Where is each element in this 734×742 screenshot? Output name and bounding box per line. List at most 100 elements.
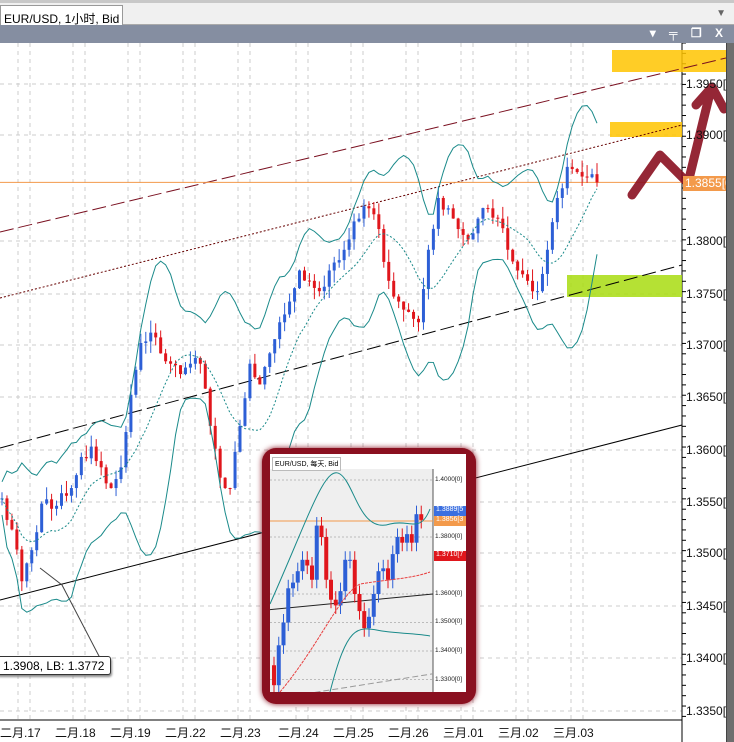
candle-body xyxy=(179,365,182,375)
vertical-scrollbar[interactable] xyxy=(726,43,734,742)
date-tick-label: 二月.17 xyxy=(0,726,41,740)
candle-body xyxy=(446,208,450,210)
candle-body xyxy=(317,287,321,292)
candle-body xyxy=(565,166,569,189)
price-tick-label: 1.3400[0] xyxy=(686,651,734,665)
price-tick-label: 1.3900[0] xyxy=(686,128,734,142)
candle-body xyxy=(64,493,68,496)
candle-body xyxy=(30,550,34,564)
inset-candle-body xyxy=(414,514,419,543)
candle-body xyxy=(387,261,391,281)
inset-candle-body xyxy=(286,588,291,623)
candle-body xyxy=(342,249,346,261)
candle-body xyxy=(288,301,292,315)
candle-body xyxy=(293,288,297,302)
candle-body xyxy=(84,456,88,459)
candle-body xyxy=(74,475,78,489)
candle-body xyxy=(580,172,584,177)
inset-price-badge: 1.3856[3 xyxy=(434,516,466,526)
date-tick-label: 二月.19 xyxy=(110,726,151,740)
candle-body xyxy=(407,309,411,312)
candle-body xyxy=(248,363,252,399)
inset-candle-body xyxy=(300,559,305,572)
candle-body xyxy=(417,318,420,323)
candle-body xyxy=(595,174,599,183)
inset-price-label: 1.3500[0] xyxy=(435,618,463,625)
inset-candle-body xyxy=(291,582,295,589)
chart-tab[interactable]: EUR/USD, 1小时, Bid xyxy=(0,5,124,27)
candle-body xyxy=(575,169,579,173)
channel-upper-line xyxy=(0,57,726,233)
inset-candle-body xyxy=(386,568,390,580)
triangle-down-icon[interactable]: ▼ xyxy=(716,8,726,19)
inset-candle-body xyxy=(357,594,362,612)
inset-chart-plot xyxy=(270,469,434,692)
price-tick-label: 1.3950[0] xyxy=(686,77,734,91)
candle-body xyxy=(436,197,440,229)
candle-body xyxy=(491,208,495,218)
candle-body xyxy=(367,206,371,209)
inset-candle-body xyxy=(338,591,343,606)
candle-body xyxy=(238,425,242,452)
candle-body xyxy=(119,467,123,480)
candle-body xyxy=(10,519,14,530)
candle-body xyxy=(218,448,222,478)
inset-trend-line xyxy=(270,593,434,611)
candle-body xyxy=(15,529,19,550)
candle-body xyxy=(590,174,594,178)
inset-candle-body xyxy=(314,525,319,580)
candle-body xyxy=(188,363,192,368)
candle-body xyxy=(536,291,539,293)
inset-candle-body xyxy=(381,568,386,572)
inset-price-badge: 1.3889[5 xyxy=(434,506,466,516)
inset-price-label: 1.4000[0] xyxy=(435,476,463,483)
candle-body xyxy=(332,262,336,271)
current-price-badge: 1.3855[0] xyxy=(683,176,734,191)
date-tick-label: 三月.03 xyxy=(553,726,594,740)
candle-body xyxy=(531,280,535,292)
candle-body xyxy=(352,221,356,240)
candle-body xyxy=(203,363,207,389)
candle-body xyxy=(550,222,554,250)
candle-body xyxy=(456,218,460,230)
candle-body xyxy=(253,363,257,378)
inset-candle-body xyxy=(281,622,286,646)
inset-candle-body xyxy=(419,514,424,520)
tooltip-connector xyxy=(39,567,101,659)
candle-body xyxy=(362,206,366,219)
candle-body xyxy=(169,361,173,364)
price-tick-label: 1.3750[0] xyxy=(686,287,734,301)
inset-candle-body xyxy=(362,611,367,629)
candle-body xyxy=(134,369,138,395)
date-tick-label: 二月.24 xyxy=(278,726,319,740)
price-tick-label: 1.3800[0] xyxy=(686,234,734,248)
yellow-highlight xyxy=(612,50,726,72)
inset-candle-body xyxy=(324,537,329,580)
candle-body xyxy=(501,218,505,229)
inset-candle-body xyxy=(376,571,381,594)
inset-candle-body xyxy=(310,565,314,580)
inset-title: EUR/USD, 每天, Bid xyxy=(272,457,342,471)
yellow-highlight xyxy=(610,122,682,137)
candle-body xyxy=(149,332,153,342)
candle-body xyxy=(327,270,331,287)
price-tick-label: 1.3700[0] xyxy=(686,338,734,352)
candle-body xyxy=(208,388,212,426)
bollinger-lower xyxy=(1,254,598,613)
candle-body xyxy=(233,451,237,489)
date-tick-label: 三月.01 xyxy=(443,726,484,740)
price-tick-label: 1.3450[0] xyxy=(686,599,734,613)
channel-tooltip: 1.3908, LB: 1.3772 xyxy=(0,656,112,675)
inset-background xyxy=(270,469,433,692)
candle-body xyxy=(268,353,272,367)
candle-body xyxy=(69,488,73,496)
candle-body xyxy=(263,366,267,385)
candle-body xyxy=(421,289,425,323)
price-chart[interactable] xyxy=(0,43,726,742)
inset-candle-body xyxy=(348,559,352,561)
inset-candle-body xyxy=(295,571,300,583)
panel-controls-icon[interactable]: ▾ ╤ ❐ X xyxy=(649,26,728,40)
candle-body xyxy=(397,296,401,302)
candle-body xyxy=(114,479,118,489)
inset-daily-chart: EUR/USD, 每天, Bid 1.4000[0] 1.3800[0] 1.360… xyxy=(262,448,476,704)
